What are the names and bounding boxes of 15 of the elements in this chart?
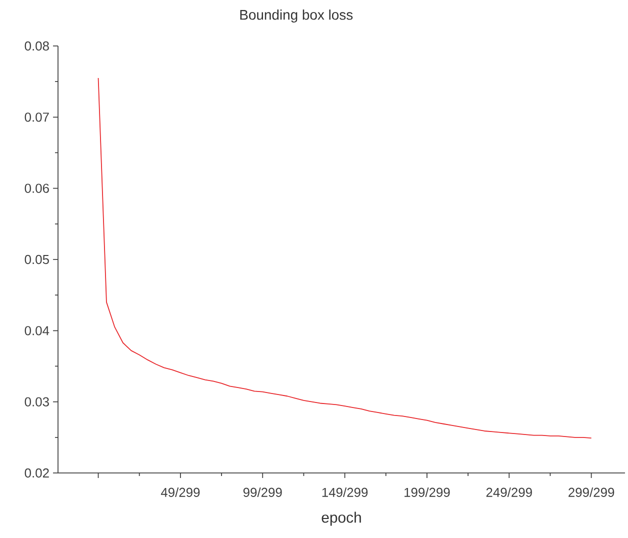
y-tick-label: 0.08 bbox=[24, 41, 49, 51]
y-tick-label: 0.06 bbox=[24, 184, 49, 193]
y-tick-label: 0.03 bbox=[24, 397, 49, 406]
x-axis-title: epoch bbox=[322, 512, 361, 526]
x-tick-label: 149/299 bbox=[322, 487, 368, 497]
y-tick-label: 0.05 bbox=[24, 254, 49, 264]
x-tick-label: 299/299 bbox=[568, 487, 614, 497]
x-tick-label: 199/299 bbox=[404, 487, 450, 497]
y-tick-label: 0.02 bbox=[24, 468, 49, 478]
x-tick-label: 249/299 bbox=[486, 487, 532, 497]
y-tick-label: 0.07 bbox=[24, 112, 49, 122]
x-tick-label: 49/299 bbox=[160, 487, 200, 497]
y-tick-label: 0.04 bbox=[24, 326, 50, 336]
x-tick-label: 99/299 bbox=[243, 487, 282, 497]
chart-title: Bounding box loss bbox=[240, 10, 353, 23]
